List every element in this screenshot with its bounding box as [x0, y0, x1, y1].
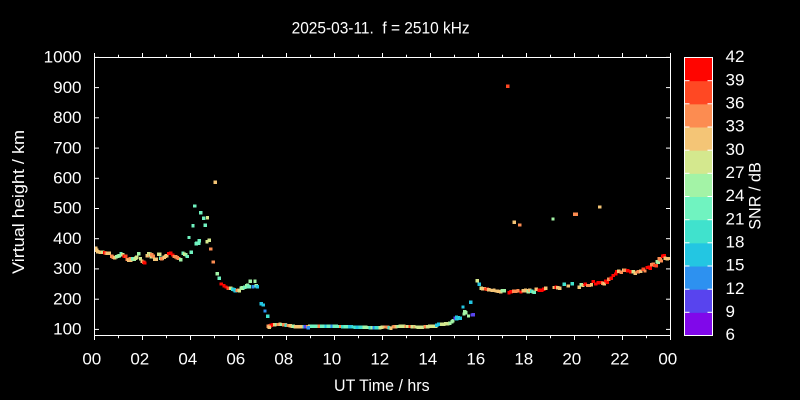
svg-text:20: 20	[562, 350, 581, 369]
svg-text:22: 22	[610, 350, 629, 369]
svg-text:16: 16	[466, 350, 485, 369]
svg-text:24: 24	[726, 186, 745, 205]
svg-text:6: 6	[726, 325, 735, 344]
svg-text:500: 500	[53, 199, 81, 218]
svg-text:18: 18	[514, 350, 533, 369]
svg-text:12: 12	[370, 350, 389, 369]
svg-text:00: 00	[658, 350, 677, 369]
svg-text:36: 36	[726, 94, 745, 113]
svg-text:1000: 1000	[44, 48, 82, 67]
svg-text:10: 10	[322, 350, 341, 369]
svg-text:600: 600	[53, 169, 81, 188]
svg-text:UT Time / hrs: UT Time / hrs	[334, 376, 430, 395]
svg-text:Virtual height / km: Virtual height / km	[9, 130, 28, 274]
svg-text:02: 02	[130, 350, 149, 369]
svg-text:18: 18	[726, 233, 745, 252]
svg-text:08: 08	[274, 350, 293, 369]
svg-text:12: 12	[726, 279, 745, 298]
svg-text:21: 21	[726, 209, 745, 228]
svg-text:42: 42	[726, 47, 745, 66]
svg-text:39: 39	[726, 70, 745, 89]
svg-text:15: 15	[726, 256, 745, 275]
svg-text:30: 30	[726, 140, 745, 159]
svg-text:2025-03-11. f = 2510 kHz: 2025-03-11. f = 2510 kHz	[292, 18, 470, 37]
svg-text:800: 800	[53, 108, 81, 127]
svg-text:SNR / dB: SNR / dB	[746, 162, 765, 230]
svg-text:27: 27	[726, 163, 745, 182]
svg-text:200: 200	[53, 289, 81, 308]
svg-text:14: 14	[418, 350, 437, 369]
svg-text:100: 100	[53, 320, 81, 339]
svg-text:900: 900	[53, 78, 81, 97]
svg-text:06: 06	[226, 350, 245, 369]
svg-text:300: 300	[53, 259, 81, 278]
svg-text:33: 33	[726, 117, 745, 136]
svg-text:9: 9	[726, 302, 735, 321]
svg-text:700: 700	[53, 138, 81, 157]
svg-text:400: 400	[53, 229, 81, 248]
svg-text:00: 00	[82, 350, 101, 369]
svg-text:04: 04	[178, 350, 197, 369]
